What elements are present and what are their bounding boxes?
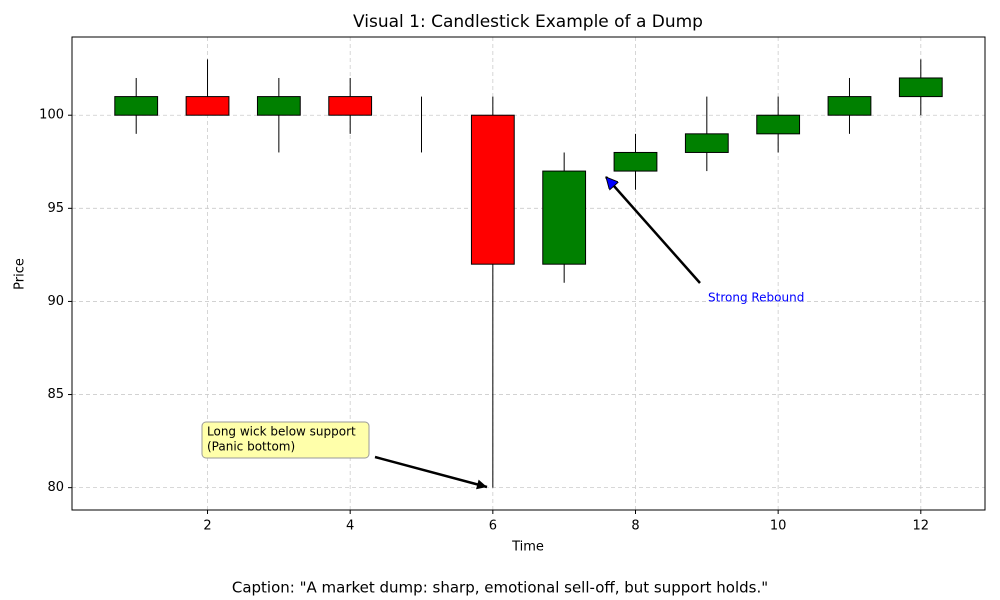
y-tick-label: 95 [47, 201, 64, 216]
candle-body [827, 96, 872, 116]
y-tick-label: 100 [39, 108, 64, 123]
candle-body [684, 133, 729, 153]
x-tick-label: 10 [770, 519, 787, 534]
candle-body [185, 96, 230, 116]
annotation-box [201, 421, 370, 459]
candle-body [542, 170, 587, 265]
x-tick-label: 8 [631, 519, 639, 534]
chart-title: Visual 1: Candlestick Example of a Dump [353, 12, 703, 32]
y-tick-label: 90 [47, 294, 64, 309]
x-tick-label: 6 [489, 519, 497, 534]
x-tick-label: 4 [346, 519, 354, 534]
annotation-text: Long wick below support [207, 425, 356, 439]
y-tick-label: 80 [47, 480, 64, 495]
x-tick-label: 2 [203, 519, 211, 534]
candle-body [756, 114, 801, 135]
y-tick-label: 85 [47, 387, 64, 402]
candle-body [470, 114, 515, 265]
caption: Caption: "A market dump: sharp, emotiona… [232, 579, 768, 597]
annotation-text: Strong Rebound [708, 291, 804, 305]
annotation-arrow [374, 455, 488, 490]
x-axis-label: Time [511, 540, 544, 555]
candle-body [898, 77, 943, 98]
plot [114, 59, 943, 488]
plot-frame [71, 36, 986, 511]
annotation-text: (Panic bottom) [207, 440, 295, 454]
y-axis-label: Price [13, 258, 28, 290]
candle-body [114, 96, 159, 116]
candle-body [256, 96, 301, 116]
candle-body [613, 151, 658, 172]
x-tick-label: 12 [913, 519, 930, 534]
annotation-arrow [605, 176, 701, 284]
candle-body [328, 96, 373, 116]
